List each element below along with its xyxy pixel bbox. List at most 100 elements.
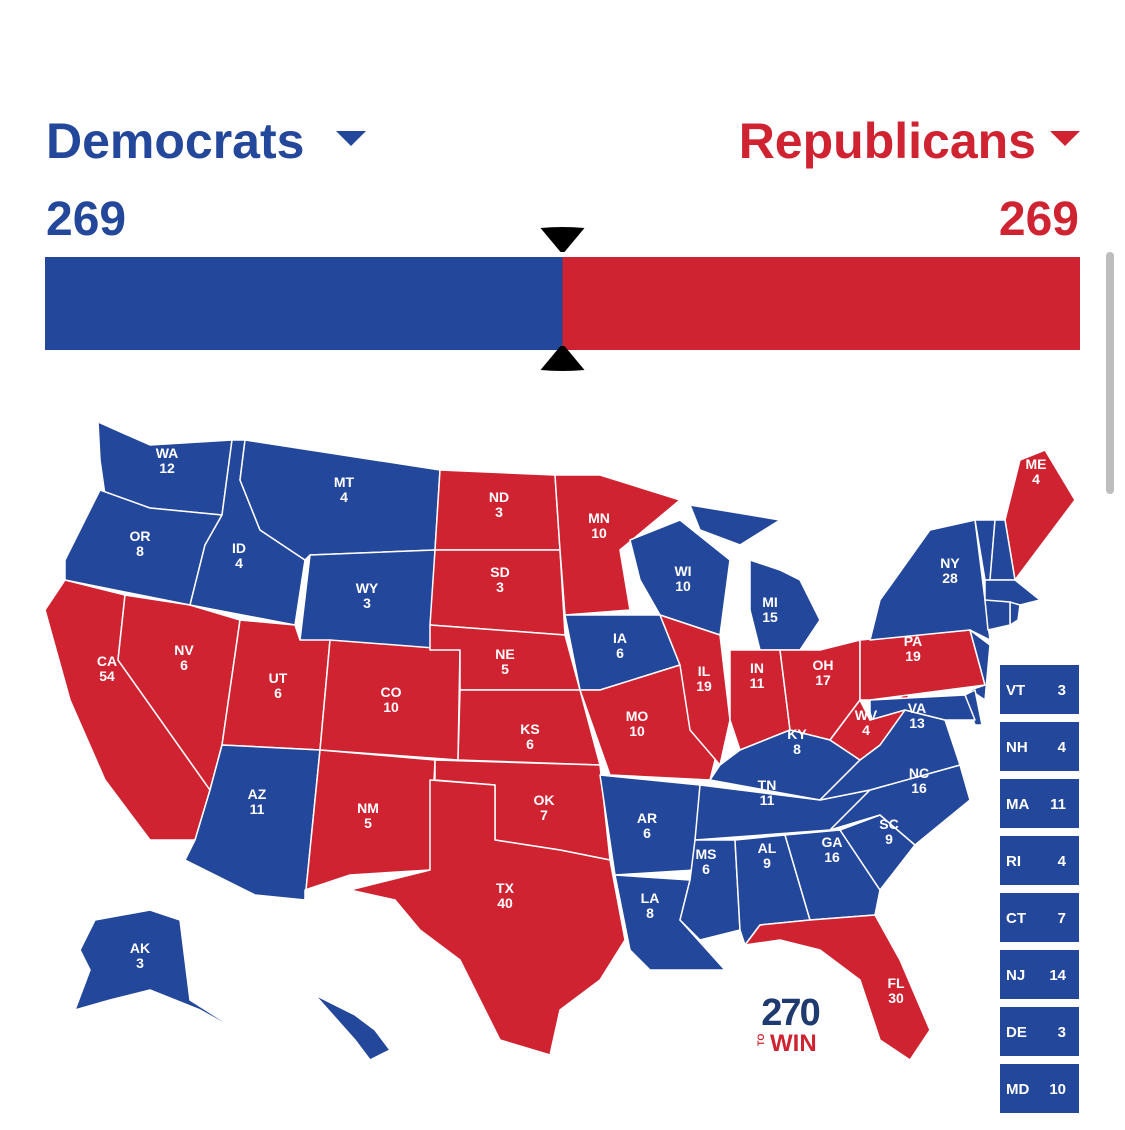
state-abbr: OH bbox=[813, 657, 834, 673]
scrollbar[interactable] bbox=[1106, 252, 1114, 494]
small-state-box[interactable] bbox=[1000, 779, 1079, 828]
state-abbr: GA bbox=[822, 834, 843, 850]
state-votes: 40 bbox=[497, 895, 513, 911]
state-abbr: RI bbox=[1006, 853, 1021, 870]
republicans-dropdown[interactable] bbox=[1050, 131, 1080, 146]
state-abbr: NH bbox=[1006, 739, 1028, 756]
state-votes: 4 bbox=[345, 1057, 353, 1073]
state-votes: 12 bbox=[159, 460, 175, 476]
state-shape[interactable] bbox=[744, 914, 931, 1061]
state-votes: 3 bbox=[1058, 1024, 1066, 1041]
state-shape[interactable] bbox=[349, 779, 626, 1056]
democrats-dropdown[interactable] bbox=[336, 131, 366, 146]
state-votes: 7 bbox=[1058, 910, 1066, 927]
state-votes: 9 bbox=[885, 831, 893, 847]
state-abbr: NM bbox=[357, 800, 379, 816]
small-state-box[interactable] bbox=[1000, 950, 1079, 999]
state-votes: 19 bbox=[696, 678, 712, 694]
state-abbr: CT bbox=[1006, 910, 1026, 927]
logo-word: WIN bbox=[770, 1030, 817, 1057]
state-votes: 10 bbox=[591, 525, 607, 541]
state-votes: 16 bbox=[911, 780, 927, 796]
state-votes: 3 bbox=[495, 504, 503, 520]
state-votes: 13 bbox=[909, 715, 925, 731]
state-votes: 10 bbox=[1049, 1081, 1066, 1098]
state-votes: 3 bbox=[136, 955, 144, 971]
small-state-box[interactable] bbox=[1000, 665, 1079, 714]
state-abbr: ME bbox=[1026, 456, 1047, 472]
state-votes: 11 bbox=[1050, 796, 1066, 813]
state-votes: 4 bbox=[1058, 739, 1067, 756]
state-abbr: MI bbox=[762, 594, 778, 610]
state-votes: 4 bbox=[1032, 471, 1040, 487]
state-votes: 54 bbox=[99, 668, 115, 684]
small-state-box[interactable] bbox=[1000, 893, 1079, 942]
state-abbr: DE bbox=[1006, 1024, 1027, 1041]
state-abbr: NC bbox=[909, 765, 929, 781]
republicans-total: 269 bbox=[999, 193, 1079, 246]
state-abbr: UT bbox=[269, 670, 288, 686]
state-abbr: FL bbox=[887, 975, 905, 991]
state-votes: 11 bbox=[250, 801, 265, 817]
state-abbr: MO bbox=[626, 708, 649, 724]
state-abbr: NY bbox=[940, 555, 960, 571]
state-votes: 11 bbox=[760, 792, 775, 808]
state-votes: 10 bbox=[383, 699, 399, 715]
small-state-box[interactable] bbox=[1000, 1064, 1079, 1113]
state-shape[interactable] bbox=[869, 694, 976, 721]
small-state-box[interactable] bbox=[1000, 1007, 1079, 1056]
state-votes: 5 bbox=[364, 815, 372, 831]
state-abbr: IL bbox=[698, 663, 711, 679]
state-shape[interactable] bbox=[859, 629, 986, 701]
state-abbr: PA bbox=[904, 633, 922, 649]
state-abbr: OK bbox=[534, 792, 555, 808]
state-abbr: AZ bbox=[248, 786, 267, 802]
state-shape[interactable] bbox=[984, 599, 1011, 631]
state-abbr: CA bbox=[97, 653, 117, 669]
state-votes: 9 bbox=[763, 855, 771, 871]
state-abbr: IA bbox=[613, 630, 627, 646]
state-votes: 8 bbox=[646, 905, 654, 921]
state-shape[interactable] bbox=[314, 994, 391, 1061]
state-shape[interactable] bbox=[969, 629, 991, 701]
republicans-bar bbox=[562, 257, 1080, 350]
state-shape[interactable] bbox=[74, 909, 246, 1036]
state-shape[interactable] bbox=[554, 474, 681, 616]
state-shape[interactable] bbox=[869, 519, 991, 641]
state-abbr: ID bbox=[232, 540, 246, 556]
state-votes: 4 bbox=[1058, 853, 1067, 870]
state-shape[interactable] bbox=[984, 579, 1041, 606]
state-abbr: WY bbox=[356, 580, 379, 596]
logo-number: 270 bbox=[761, 992, 819, 1034]
state-votes: 8 bbox=[793, 741, 801, 757]
state-abbr: KS bbox=[520, 721, 539, 737]
state-votes: 6 bbox=[702, 861, 710, 877]
republicans-label[interactable]: Republicans bbox=[739, 113, 1036, 169]
state-abbr: IN bbox=[750, 660, 764, 676]
state-votes: 4 bbox=[235, 555, 243, 571]
state-abbr: MD bbox=[1006, 1081, 1029, 1098]
logo-small: TO bbox=[756, 1034, 766, 1046]
midpoint-marker-bottom bbox=[540, 346, 585, 371]
state-votes: 11 bbox=[750, 675, 765, 691]
democrats-label[interactable]: Democrats bbox=[46, 113, 304, 169]
small-state-box[interactable] bbox=[1000, 836, 1079, 885]
state-votes: 19 bbox=[905, 648, 921, 664]
state-votes: 3 bbox=[363, 595, 371, 611]
state-shape[interactable] bbox=[784, 829, 881, 921]
state-votes: 17 bbox=[815, 672, 831, 688]
state-votes: 6 bbox=[526, 736, 534, 752]
state-votes: 7 bbox=[540, 807, 548, 823]
state-votes: 6 bbox=[180, 657, 188, 673]
state-votes: 8 bbox=[136, 543, 144, 559]
small-state-box[interactable] bbox=[1000, 722, 1079, 771]
state-abbr: WV bbox=[855, 707, 878, 723]
state-shape[interactable] bbox=[1009, 601, 1021, 626]
state-votes: 4 bbox=[340, 489, 348, 505]
state-abbr: HI bbox=[342, 1042, 356, 1058]
state-abbr: NE bbox=[495, 646, 514, 662]
state-shape[interactable] bbox=[689, 504, 821, 651]
democrats-total: 269 bbox=[46, 193, 126, 246]
state-votes: 16 bbox=[824, 849, 840, 865]
state-abbr: WI bbox=[674, 563, 691, 579]
